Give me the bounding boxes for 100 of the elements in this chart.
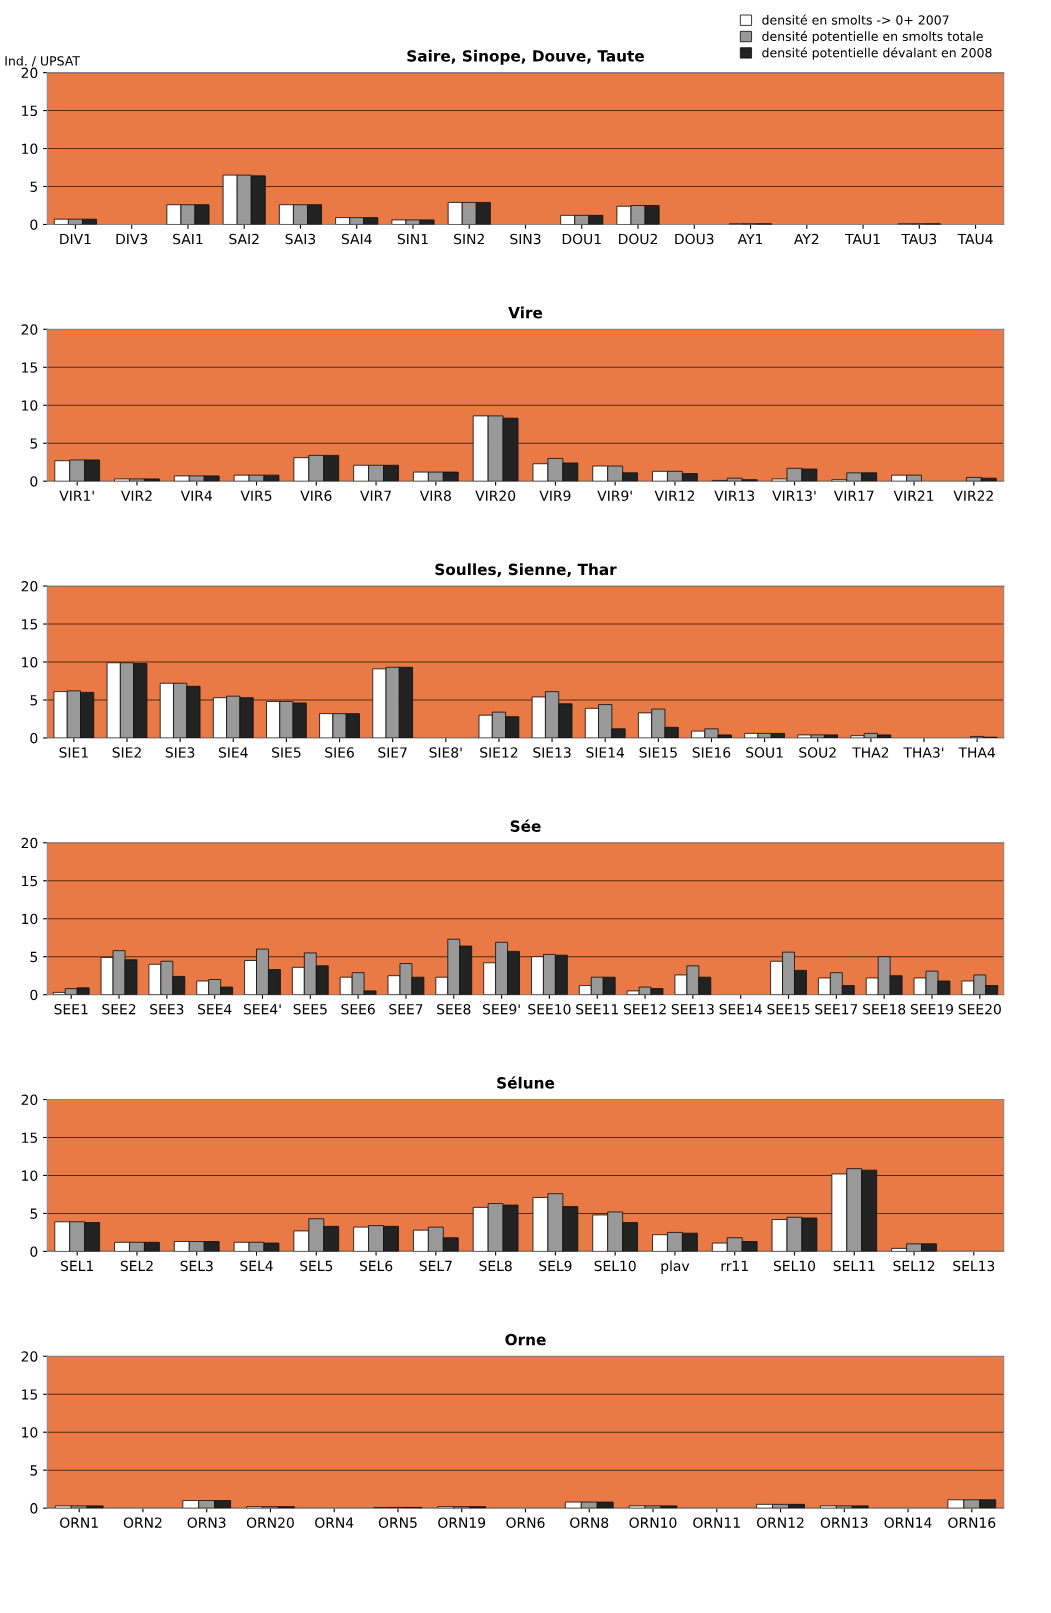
x-tick-label: SEE8 xyxy=(437,1003,471,1015)
x-tick-label: VIR7 xyxy=(360,490,391,501)
x-tick-label: SEL12 xyxy=(893,1260,935,1272)
x-tick-label: AY1 xyxy=(737,233,763,245)
chart-title: Sée xyxy=(510,819,541,832)
y-tick-label: 0 xyxy=(30,1503,38,1514)
x-tick-label: SEL10 xyxy=(773,1260,816,1272)
y-tick-label: 10 xyxy=(22,656,38,668)
y-tick-label: 20 xyxy=(21,1351,38,1362)
y-tick-label: 15 xyxy=(22,1132,38,1143)
x-tick-label: SIE4 xyxy=(218,747,248,758)
x-tick-label: DIV1 xyxy=(60,233,91,245)
legend-label: densité en smolts -> 0+ 2007 xyxy=(762,14,949,25)
x-tick-label: SEE4 xyxy=(197,1003,232,1015)
x-tick-label: THA2 xyxy=(852,747,889,758)
x-tick-label: SAI4 xyxy=(341,233,372,245)
x-tick-label: ORN6 xyxy=(506,1517,545,1528)
legend-label: densité potentielle en smolts totale xyxy=(762,30,983,44)
y-tick-label: 15 xyxy=(22,1389,38,1400)
x-tick-label: VIR2 xyxy=(121,490,152,501)
x-tick-label: SEE19 xyxy=(910,1003,954,1015)
x-tick-label: SIE13 xyxy=(533,747,571,758)
chart-title: Sélune xyxy=(497,1076,555,1089)
x-tick-label: SEE9' xyxy=(482,1003,520,1015)
x-tick-label: SIN3 xyxy=(510,233,541,245)
x-tick-label: TAU1 xyxy=(845,233,880,245)
x-tick-label: SIE8' xyxy=(429,747,462,758)
x-tick-label: DOU2 xyxy=(619,233,657,245)
y-tick-label: 20 xyxy=(21,837,38,849)
y-tick-label: 10 xyxy=(22,400,38,411)
x-tick-label: VIR12 xyxy=(654,490,695,501)
x-tick-label: SIE12 xyxy=(480,747,518,758)
x-tick-label: ORN13 xyxy=(820,1517,868,1528)
y-tick-label: 5 xyxy=(30,695,38,706)
x-tick-label: DOU3 xyxy=(675,233,714,245)
y-tick-label: 5 xyxy=(30,1208,38,1219)
x-tick-label: SEE20 xyxy=(958,1003,1001,1015)
chart-title: Saire, Sinope, Douve, Taute xyxy=(407,49,644,65)
x-tick-label: VIR4 xyxy=(180,490,212,501)
x-tick-label: VIR9 xyxy=(539,490,571,501)
chart-title: Soulles, Sienne, Thar xyxy=(435,563,617,578)
x-tick-label: VIR13' xyxy=(772,490,816,501)
x-tick-label: THA3' xyxy=(903,747,944,758)
x-tick-label: SEL4 xyxy=(240,1260,273,1272)
x-tick-label: SIE15 xyxy=(639,747,677,758)
x-tick-label: SIE14 xyxy=(586,747,625,758)
x-tick-label: ORN4 xyxy=(315,1517,354,1528)
x-tick-label: ORN8 xyxy=(570,1517,609,1528)
x-tick-label: SEE18 xyxy=(863,1003,906,1015)
x-tick-label: SEE12 xyxy=(623,1003,666,1015)
legend-label: densité potentielle dévalant en 2008 xyxy=(762,47,992,60)
y-tick-label: 5 xyxy=(30,181,38,192)
x-tick-label: ORN16 xyxy=(948,1517,996,1528)
x-tick-label: VIR8 xyxy=(419,490,451,501)
x-tick-label: SEL1 xyxy=(61,1260,93,1272)
y-tick-label: 20 xyxy=(21,67,38,79)
x-tick-label: SIE16 xyxy=(692,747,731,758)
y-tick-label: 5 xyxy=(30,951,38,963)
x-tick-label: SEL5 xyxy=(300,1260,333,1272)
x-tick-label: SEE5 xyxy=(293,1003,327,1015)
x-tick-label: plav xyxy=(661,1260,690,1274)
x-tick-label: DIV3 xyxy=(116,233,148,245)
x-tick-label: SOU1 xyxy=(746,747,783,758)
x-tick-label: VIR17 xyxy=(833,490,874,501)
y-tick-label: 10 xyxy=(22,913,38,925)
x-tick-label: VIR5 xyxy=(240,490,272,501)
y-tick-label: 0 xyxy=(30,732,38,744)
x-tick-label: THA4 xyxy=(958,747,995,758)
x-tick-label: ORN19 xyxy=(438,1517,486,1528)
x-tick-label: ORN2 xyxy=(123,1517,162,1528)
x-tick-label: AY2 xyxy=(794,233,819,245)
x-tick-label: SEL6 xyxy=(359,1260,393,1272)
x-tick-label: ORN5 xyxy=(378,1517,417,1528)
x-tick-label: VIR9' xyxy=(597,490,632,501)
x-tick-label: ORN1 xyxy=(60,1517,98,1528)
x-tick-label: ORN12 xyxy=(757,1517,804,1528)
y-axis-title: Ind. / UPSAT xyxy=(5,55,81,67)
y-tick-label: 15 xyxy=(22,875,38,887)
y-tick-label: 5 xyxy=(30,438,38,449)
y-tick-label: 0 xyxy=(30,219,38,230)
x-tick-label: SEE13 xyxy=(671,1003,714,1015)
x-tick-label: VIR6 xyxy=(300,490,332,501)
x-tick-label: SIE1 xyxy=(59,747,88,758)
x-tick-label: VIR13 xyxy=(714,490,755,501)
x-tick-label: SEE17 xyxy=(815,1003,858,1015)
x-tick-label: SOU2 xyxy=(799,747,836,758)
x-tick-label: SEE10 xyxy=(528,1003,571,1015)
x-tick-label: SEE4' xyxy=(243,1003,281,1015)
x-tick-label: SAI3 xyxy=(285,233,316,245)
y-tick-label: 10 xyxy=(22,1427,38,1438)
x-tick-label: ORN3 xyxy=(187,1517,226,1528)
x-tick-label: VIR1' xyxy=(59,490,94,501)
x-tick-label: VIR20 xyxy=(475,490,516,501)
x-tick-label: SEE15 xyxy=(767,1003,810,1015)
y-tick-label: 10 xyxy=(22,143,38,154)
x-tick-label: SIE3 xyxy=(165,747,195,758)
x-tick-label: SEL2 xyxy=(120,1260,153,1272)
y-tick-label: 0 xyxy=(30,476,38,487)
y-tick-label: 10 xyxy=(22,1170,38,1181)
x-tick-label: SEL3 xyxy=(180,1260,213,1272)
